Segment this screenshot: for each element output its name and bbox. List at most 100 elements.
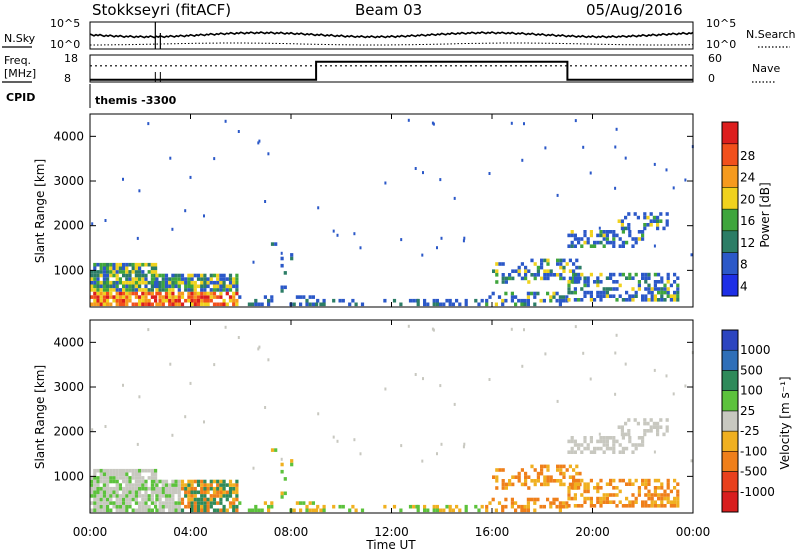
velocity-cell <box>147 497 151 502</box>
power-cell <box>559 276 563 281</box>
power-cell <box>115 277 119 281</box>
power-cell <box>193 280 197 285</box>
velocity-cell <box>154 468 158 473</box>
velocity-cell <box>125 490 129 495</box>
power-cell <box>673 272 677 277</box>
power-cell <box>93 302 97 307</box>
velocity-cell <box>209 497 213 502</box>
power-cell <box>520 302 524 307</box>
power-cell <box>530 273 534 277</box>
power-cell <box>206 284 210 289</box>
power-cell <box>549 298 553 303</box>
velocity-cell <box>636 421 640 426</box>
nsky-panel-frame <box>89 21 694 50</box>
power-cell <box>572 276 576 281</box>
power-cell <box>212 280 217 285</box>
colorbar-tick-label: 500 <box>740 363 763 377</box>
velocity-cell <box>187 501 191 505</box>
velocity-cell <box>161 490 165 495</box>
velocity-cell <box>338 504 342 509</box>
velocity-cell <box>644 500 648 504</box>
power-cell <box>442 302 446 307</box>
power-cell <box>150 266 154 271</box>
power-cell <box>219 291 223 296</box>
velocity-cell <box>552 501 556 505</box>
power-cell <box>252 260 255 264</box>
velocity-cell <box>235 508 239 513</box>
velocity-cell <box>235 490 239 495</box>
velocity-cell <box>164 501 169 505</box>
velocity-cell <box>144 479 148 484</box>
velocity-cell <box>154 504 158 509</box>
velocity-cell <box>612 450 616 454</box>
power-cell <box>187 273 191 278</box>
power-cell <box>147 122 150 126</box>
power-cell <box>609 240 613 245</box>
velocity-cell <box>187 483 191 487</box>
velocity-cell <box>190 479 194 484</box>
velocity-cell <box>93 483 97 487</box>
power-cell <box>451 302 455 307</box>
power-cell <box>280 285 284 290</box>
power-cell <box>187 298 191 303</box>
power-cell <box>602 287 606 291</box>
velocity-cell <box>653 486 657 490</box>
velocity-cell <box>637 443 641 447</box>
velocity-cell <box>653 478 657 483</box>
power-cell <box>641 230 645 234</box>
power-cell <box>106 280 110 285</box>
power-cell <box>593 298 597 302</box>
velocity-cell <box>193 486 197 491</box>
velocity-cell <box>190 494 194 498</box>
velocity-cell <box>400 444 403 448</box>
power-cell <box>573 287 577 291</box>
power-cell <box>660 298 664 302</box>
power-cell <box>533 262 537 266</box>
velocity-cell <box>128 468 132 473</box>
velocity-cell <box>222 486 226 491</box>
velocity-cell <box>517 479 521 483</box>
power-cell <box>562 258 566 263</box>
power-cell <box>596 294 600 298</box>
velocity-cell <box>225 508 229 513</box>
power-cell <box>134 262 138 267</box>
power-cell <box>653 162 656 166</box>
power-cell <box>180 302 185 307</box>
velocity-cell <box>219 508 223 513</box>
velocity-cell <box>131 497 135 502</box>
velocity-cell <box>558 501 562 505</box>
velocity-cell <box>144 508 148 513</box>
velocity-cell <box>299 508 303 513</box>
power-cell <box>524 276 528 281</box>
velocity-cell <box>494 508 498 513</box>
power-cell <box>577 280 581 284</box>
power-cell <box>624 156 627 160</box>
power-cell <box>118 295 122 299</box>
power-cell <box>150 302 154 307</box>
power-cell <box>399 302 403 307</box>
colorbar-frame <box>721 121 739 297</box>
velocity-cell <box>141 479 145 484</box>
power-cell <box>526 298 530 303</box>
velocity-cell <box>634 446 638 451</box>
velocity-cell <box>190 508 194 513</box>
power-cell <box>270 242 275 246</box>
power-cell <box>115 270 119 274</box>
power-cell <box>235 273 239 278</box>
power-cell <box>637 237 641 241</box>
velocity-cell <box>131 508 135 513</box>
velocity-cell <box>131 468 135 473</box>
power-cell <box>164 298 169 303</box>
power-cell <box>222 302 226 307</box>
velocity-cell <box>112 472 116 477</box>
velocity-cell <box>118 483 122 487</box>
velocity-cell <box>575 471 579 476</box>
power-cell <box>570 240 574 245</box>
power-cell <box>567 233 571 238</box>
y-tick-label: 1000 <box>53 469 84 483</box>
velocity-cell <box>628 482 632 486</box>
velocity-cell <box>99 501 103 505</box>
power-cell <box>520 262 524 266</box>
velocity-cell <box>533 482 537 487</box>
power-cell <box>118 270 122 274</box>
